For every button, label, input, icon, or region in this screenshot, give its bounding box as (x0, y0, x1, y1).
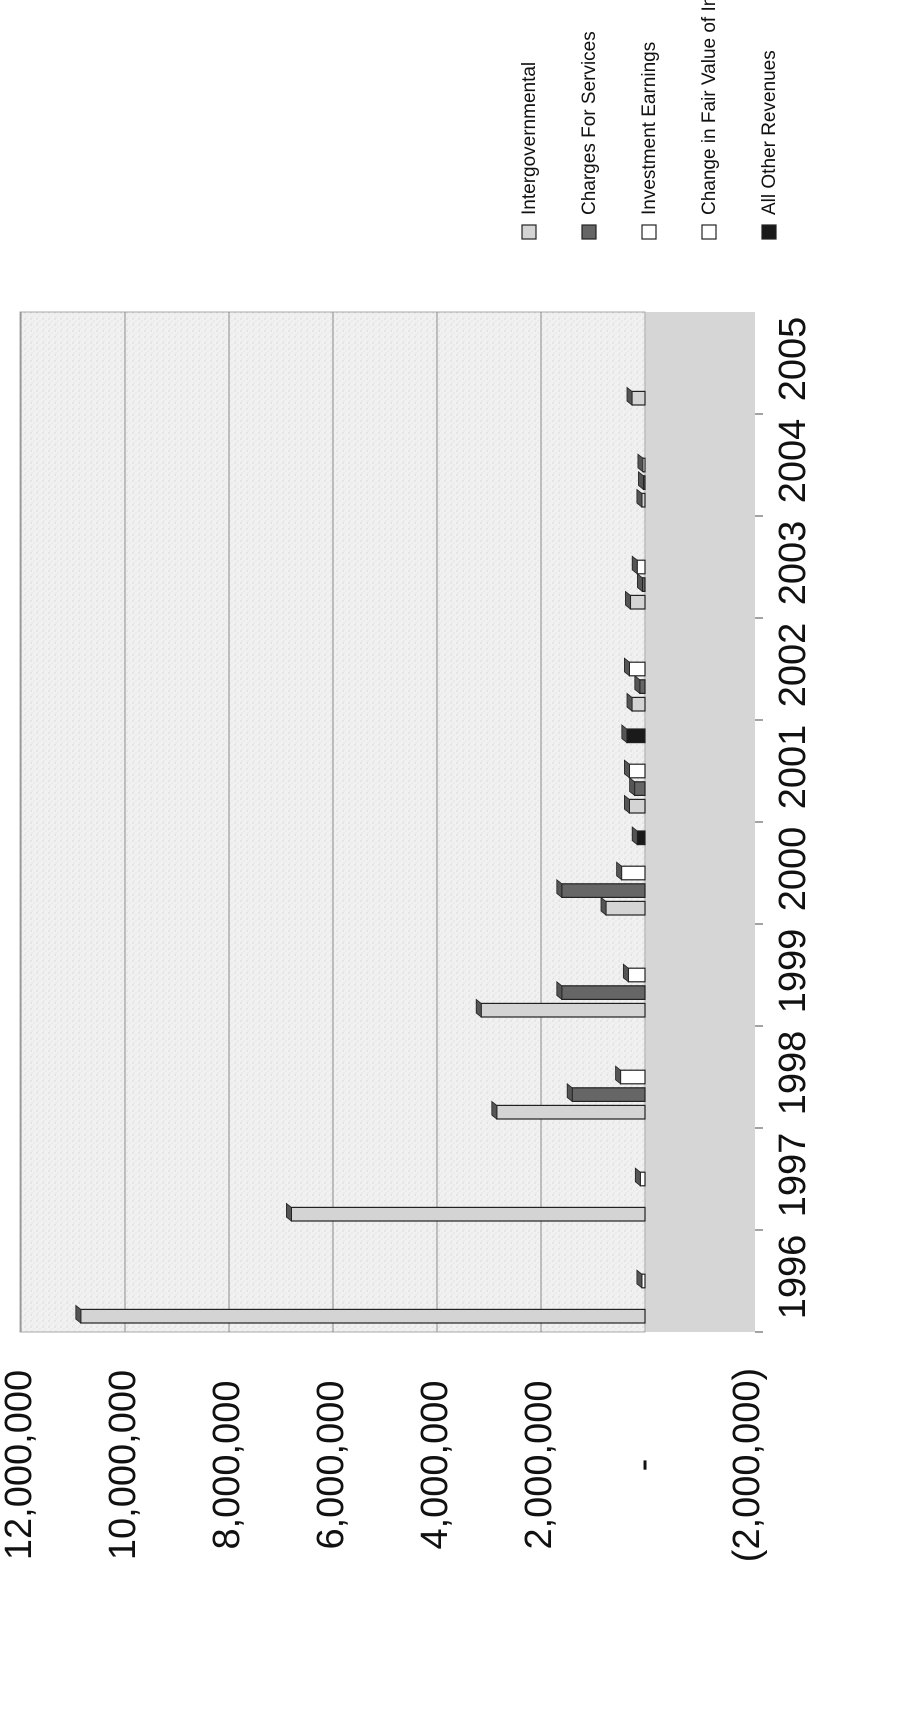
x-tick-label: 2002 (772, 623, 814, 708)
legend-swatch (761, 224, 777, 240)
legend-swatch (701, 224, 717, 240)
bar-top (556, 878, 563, 899)
legend-label: Charges For Services (579, 31, 600, 215)
bar-top (637, 572, 643, 593)
legend-label: Intergovernmental (519, 62, 540, 215)
bar (496, 1104, 646, 1120)
bar-top (626, 386, 633, 406)
bar-top (615, 1065, 621, 1085)
bar-top (636, 1269, 643, 1289)
y-tick-label: - (622, 1459, 664, 1472)
bar-top (624, 759, 630, 779)
bar (641, 492, 646, 508)
bar-top (624, 657, 630, 677)
y-tick-label: 6,000,000 (310, 1380, 352, 1549)
bar-top (634, 1167, 641, 1187)
bar-top (629, 776, 635, 797)
bar-top (634, 674, 641, 695)
bar-top (75, 1304, 82, 1324)
bar-top (475, 998, 482, 1018)
bar-top (624, 794, 630, 814)
bar (636, 559, 646, 575)
bar (628, 798, 646, 814)
bar-top (621, 724, 628, 744)
bar-top (491, 1100, 498, 1120)
bar (639, 679, 646, 694)
x-tick-label: 2001 (772, 725, 814, 810)
bar-top (616, 861, 622, 881)
legend: Intergovernmental Charges For Services Inv… (519, 0, 780, 240)
y-tick-label: 2,000,000 (518, 1380, 560, 1549)
bar (641, 1273, 646, 1289)
legend-label: Change in Fair Value of Investments (699, 0, 720, 215)
bar-top (631, 555, 638, 575)
x-tick-label: 2004 (772, 419, 814, 504)
bar (628, 661, 646, 677)
bar-top (556, 980, 563, 1001)
y-tick-label: 4,000,000 (414, 1380, 456, 1549)
bar-top (638, 470, 644, 491)
x-tick-label: 2000 (772, 827, 814, 912)
gridlines (20, 312, 542, 1332)
bar (639, 1171, 646, 1187)
bar (636, 830, 646, 846)
bar-top (637, 453, 644, 473)
bar (631, 696, 646, 712)
bar (628, 763, 646, 779)
bar-top (626, 692, 633, 712)
y-tick-label: 8,000,000 (206, 1380, 248, 1549)
bars (75, 386, 646, 1324)
y-ticks: 12,000,000 10,000,000 8,000,000 6,000,000 4,… (0, 1368, 768, 1562)
x-tick-label: 1997 (772, 1133, 814, 1218)
bar (626, 728, 646, 744)
bar-top (622, 963, 629, 983)
bar (571, 1087, 646, 1103)
bar (480, 1002, 646, 1018)
bar (633, 781, 646, 796)
legend-swatch (641, 224, 657, 240)
legend-label: Investment Earnings (639, 42, 660, 215)
legend-swatch (581, 224, 597, 240)
legend-label: All Other Revenues (759, 50, 780, 215)
bar (290, 1206, 646, 1222)
bar-top (600, 896, 607, 916)
bar (605, 900, 646, 916)
plot-floor (645, 312, 755, 1332)
y-tick-label: 12,000,000 (0, 1370, 40, 1560)
bar (561, 985, 646, 1000)
bar (620, 865, 646, 881)
x-tick-label: 2005 (772, 317, 814, 402)
y-tick-label: (2,000,000) (726, 1368, 768, 1562)
bar-top (285, 1202, 292, 1222)
bar (629, 594, 646, 610)
bar (619, 1069, 646, 1085)
bar-top (636, 488, 643, 508)
bar-top (631, 826, 638, 846)
x-tick-label: 2003 (772, 521, 814, 606)
x-tick-label: 1996 (772, 1235, 814, 1320)
bar (80, 1308, 646, 1324)
x-tick-label: 1999 (772, 929, 814, 1014)
bar (561, 883, 646, 898)
bar-top (566, 1082, 573, 1103)
bar-top (625, 590, 631, 610)
legend-swatch (521, 224, 537, 240)
x-ticks: 1996 1997 1998 1999 2000 2001 2002 2003 2004 2005 (755, 317, 814, 1333)
y-tick-label: 10,000,000 (102, 1370, 144, 1560)
bar (631, 390, 646, 406)
x-tick-label: 1998 (772, 1031, 814, 1116)
bar (627, 967, 646, 983)
